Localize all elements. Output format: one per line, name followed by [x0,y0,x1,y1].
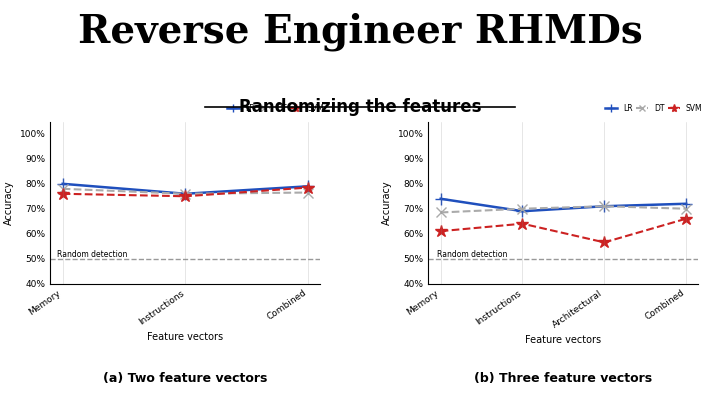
LR [58,181,67,186]
Line: SVM: SVM [56,181,315,202]
SVM [682,216,690,221]
LR [518,209,527,214]
DT [600,204,608,209]
Text: Reverse Engineer RHMDs: Reverse Engineer RHMDs [78,12,642,51]
Legend: LR, DT, SVM: LR, DT, SVM [602,101,706,116]
SVM [58,191,67,196]
LR [600,204,608,209]
Text: (a) Two feature vectors: (a) Two feature vectors [103,372,268,385]
Line: LR: LR [57,178,314,199]
X-axis label: Feature vectors: Feature vectors [148,332,223,342]
Text: Randomizing the features: Randomizing the features [239,98,481,116]
Text: (b) Three feature vectors: (b) Three feature vectors [474,372,652,385]
LR [181,191,190,196]
DT [436,210,445,215]
Text: Random detection: Random detection [436,250,507,259]
DT [181,191,190,196]
Line: DT: DT [58,184,313,198]
DT [58,186,67,191]
SVM [436,229,445,234]
LR [304,184,312,189]
SVM [181,194,190,199]
LR [436,196,445,201]
Y-axis label: Accuracy: Accuracy [4,180,14,225]
Legend: LR, DT, SVM: LR, DT, SVM [224,101,328,116]
LR [682,201,690,206]
DT [682,206,690,211]
Line: LR: LR [435,193,692,217]
Text: Random detection: Random detection [57,250,127,259]
DT [518,206,527,211]
DT [304,190,312,195]
Line: SVM: SVM [434,213,693,249]
SVM [518,221,527,226]
Line: DT: DT [436,201,691,217]
SVM [304,185,312,190]
Y-axis label: Accuracy: Accuracy [382,180,392,225]
SVM [600,240,608,245]
X-axis label: Feature vectors: Feature vectors [526,335,601,345]
